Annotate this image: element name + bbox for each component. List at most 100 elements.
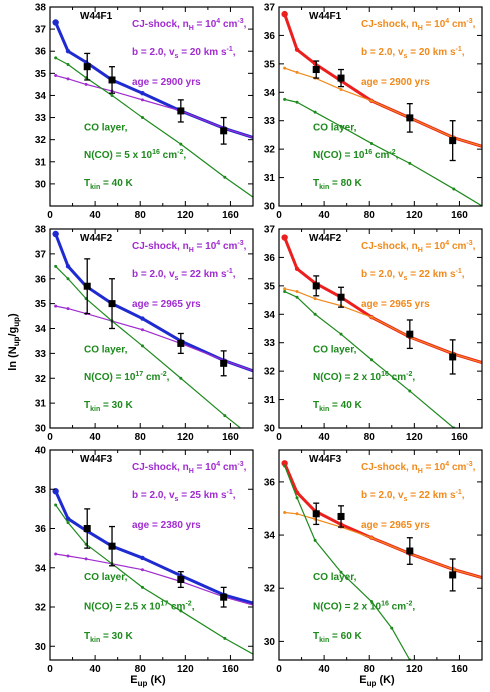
shock-density-text-part: cm <box>220 241 237 252</box>
total-fit-start-point <box>281 234 288 241</box>
shock-density-text-part: H <box>189 25 194 32</box>
shock-model-line-point <box>295 512 299 516</box>
observed-data-point <box>312 282 320 290</box>
x-tick-label: 40 <box>90 210 102 221</box>
co-layer-column-text-part: 16 <box>364 149 372 156</box>
observed-data-point <box>337 512 345 520</box>
co-layer-line-point <box>66 277 70 281</box>
co-layer-line-point <box>295 295 299 299</box>
x-tick-label: 40 <box>90 664 102 675</box>
shock-density-text-part: 4 <box>216 18 220 25</box>
panel-bottom-left: 0 40 80 120 160 30 32 34 36 38 40 W44F3 CJ-shock, nH… <box>35 446 254 675</box>
co-layer-tkin-text: Tkin = 80 K <box>313 178 363 191</box>
x-tick-label: 0 <box>47 664 53 675</box>
co-layer-tkin-text-part: T <box>313 178 319 189</box>
co-layer-column-text-part: -2 <box>389 149 395 156</box>
shock-model-line-point <box>313 297 317 301</box>
observed-data-point <box>177 107 185 115</box>
y-tick-label: 31 <box>35 399 47 410</box>
y-axis-label: ln (Nup/gup) <box>7 313 21 371</box>
observed-data-point <box>449 571 457 579</box>
x-tick-label: 40 <box>319 664 331 675</box>
shock-model-line-point <box>140 98 144 102</box>
co-layer-column-text-part: N(CO) = 2 x 10 <box>313 602 382 613</box>
y-tick-label: 33 <box>264 116 276 127</box>
co-layer-tkin-text-part: = 80 K <box>329 178 362 189</box>
co-layer-tkin-text-part: T <box>313 631 319 642</box>
shock-params-text: b = 2.0, vs = 20 km s-1, <box>132 46 236 60</box>
y-tick-label: 34 <box>264 88 276 99</box>
co-layer-tkin-text-part: = 30 K <box>100 631 133 642</box>
shock-age-text: age = 2965 yrs <box>361 299 430 310</box>
panel-label: W44F3 <box>80 454 113 465</box>
shock-age-text: age = 2900 yrs <box>132 77 201 88</box>
co-layer-title: CO layer, <box>313 572 357 583</box>
co-layer-title: CO layer, <box>313 344 357 355</box>
co-layer-line-point <box>313 538 317 542</box>
shock-model-line-point <box>295 290 299 294</box>
shock-model-line <box>284 288 482 364</box>
observed-data-point <box>177 576 185 584</box>
co-layer-column-text-part: N(CO) = 2 x 10 <box>313 372 382 383</box>
shock-density-text-part: = 10 <box>194 462 217 473</box>
shock-params-text-part: -1 <box>227 46 233 53</box>
shock-density-text-part: H <box>189 468 194 475</box>
observed-data-point <box>83 63 91 71</box>
shock-params-text: b = 2.0, vs = 20 km s-1, <box>361 46 465 60</box>
x-tick-label: 120 <box>406 210 423 221</box>
co-layer-column-text: N(CO) = 2 x 1016 cm-2, <box>313 601 415 613</box>
x-tick-label: 160 <box>451 664 468 675</box>
x-tick-label: 80 <box>135 664 147 675</box>
shock-model-line-point <box>283 510 287 514</box>
y-tick-label: 35 <box>35 69 47 80</box>
shock-density-text-part: CJ-shock, n <box>132 241 189 252</box>
y-tick-label: 40 <box>35 446 47 457</box>
panel-curves <box>52 230 253 428</box>
co-layer-column-text-part: , <box>396 150 399 161</box>
shock-density-text-part: , <box>473 19 476 30</box>
total-fit-start-point <box>52 230 59 238</box>
co-layer-column-text-part: 17 <box>160 601 168 608</box>
co-layer-column-text-part: 17 <box>135 371 143 378</box>
x-tick-label: 120 <box>406 432 423 443</box>
co-layer-tkin-text-part: T <box>84 178 90 189</box>
shock-density-text-part: CJ-shock, n <box>132 19 189 30</box>
shock-density-text-part: 4 <box>216 240 220 247</box>
co-layer-line <box>284 465 411 660</box>
co-layer-line-point <box>179 609 183 613</box>
x-axis-label-right: Eup (K) <box>359 674 395 688</box>
co-layer-column-text-part: -2 <box>185 601 191 608</box>
x-tick-label: 120 <box>177 432 194 443</box>
co-layer-column-text-part: cm <box>160 150 177 161</box>
y-tick-label: 36 <box>35 274 47 285</box>
panel-frame <box>278 6 483 207</box>
shock-model-line <box>55 305 253 372</box>
x-tick-label: 80 <box>135 432 147 443</box>
x-tick-label: 0 <box>276 432 282 443</box>
y-tick-label: 32 <box>35 135 47 146</box>
co-layer-line-point <box>223 636 227 640</box>
shock-density-text-part: -3 <box>237 240 243 247</box>
observed-data-point <box>108 542 116 550</box>
co-layer-line-point <box>66 521 70 525</box>
x-tick-label: 0 <box>276 664 282 675</box>
observed-data-point <box>108 76 116 84</box>
shock-model-line-point <box>84 557 88 561</box>
shock-params-text-part: = 22 km s <box>178 269 227 280</box>
co-layer-tkin-text-part: kin <box>319 184 329 191</box>
y-tick-label: 34 <box>264 531 276 542</box>
co-layer-title: CO layer, <box>84 122 128 133</box>
panel-curves <box>52 488 253 655</box>
y-tick-label: 32 <box>35 374 47 385</box>
shock-model-line-point <box>140 328 144 332</box>
co-layer-line-point <box>408 161 412 165</box>
shock-params-text-part: -1 <box>227 489 233 496</box>
co-layer-line-point <box>223 175 227 179</box>
co-layer-line-point <box>223 414 227 418</box>
co-layer-line-point <box>390 626 394 630</box>
shock-params-text: b = 2.0, vs = 25 km s-1, <box>132 489 236 503</box>
panel-frame <box>278 449 483 661</box>
shock-model-line <box>284 511 482 579</box>
total-fit-line-point <box>65 516 71 521</box>
panel-curves <box>281 10 482 206</box>
